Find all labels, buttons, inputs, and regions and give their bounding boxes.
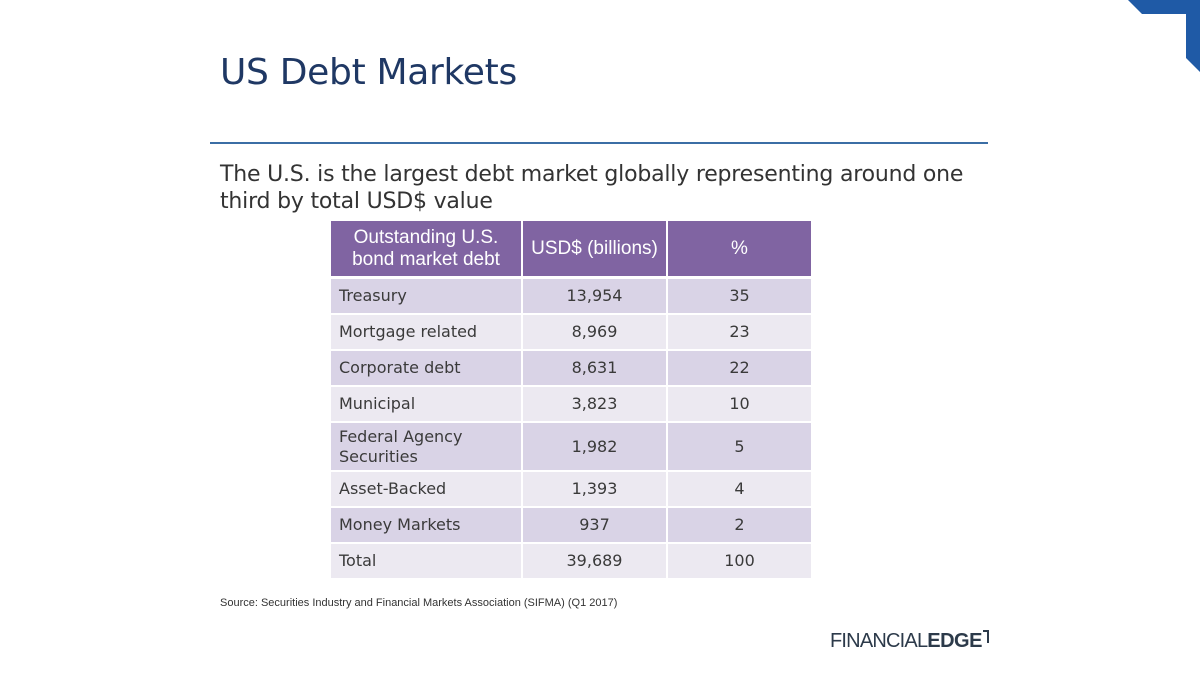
row-usd-value: 8,969: [522, 314, 668, 351]
table-row: Corporate debt 8,631 22: [331, 350, 811, 387]
slide-title: US Debt Markets: [220, 52, 517, 93]
header-percent: %: [667, 221, 811, 279]
logo-mark-icon: [982, 630, 989, 643]
table-row: Municipal 3,823 10: [331, 386, 811, 423]
table-total-row: Total 39,689 100: [331, 543, 811, 580]
table-header-row: Outstanding U.S. bond market debt USD$ (…: [331, 221, 811, 279]
source-note: Source: Securities Industry and Financia…: [220, 597, 618, 609]
table-row: Federal Agency Securities 1,982 5: [331, 422, 811, 472]
row-usd-value: 13,954: [522, 277, 668, 315]
title-divider: [210, 142, 988, 144]
row-usd-value: 937: [522, 507, 668, 544]
row-category: Money Markets: [331, 507, 523, 544]
table-row: Asset-Backed 1,393 4: [331, 471, 811, 508]
logo-text-financial: FINANCIAL: [830, 630, 928, 652]
row-usd-value: 1,982: [522, 422, 668, 472]
total-percent: 100: [667, 543, 811, 580]
row-percent: 23: [667, 314, 811, 351]
row-category: Treasury: [331, 277, 523, 315]
row-percent: 10: [667, 386, 811, 423]
total-usd-value: 39,689: [522, 543, 668, 580]
row-percent: 22: [667, 350, 811, 387]
row-usd-value: 1,393: [522, 471, 668, 508]
row-category: Corporate debt: [331, 350, 523, 387]
row-category: Municipal: [331, 386, 523, 423]
slide-subtitle: The U.S. is the largest debt market glob…: [220, 162, 964, 214]
table-row: Money Markets 937 2: [331, 507, 811, 544]
corner-accent-icon: [1128, 0, 1200, 72]
header-category: Outstanding U.S. bond market debt: [331, 221, 523, 279]
row-usd-value: 8,631: [522, 350, 668, 387]
row-percent: 5: [667, 422, 811, 472]
row-percent: 4: [667, 471, 811, 508]
header-usd: USD$ (billions): [522, 221, 668, 279]
financial-edge-logo: FINANCIALEDGE: [830, 630, 989, 653]
table-row: Mortgage related 8,969 23: [331, 314, 811, 351]
logo-text-edge: EDGE: [927, 630, 982, 652]
debt-market-table: Outstanding U.S. bond market debt USD$ (…: [331, 221, 811, 580]
row-category: Asset-Backed: [331, 471, 523, 508]
row-category: Mortgage related: [331, 314, 523, 351]
row-percent: 2: [667, 507, 811, 544]
table-row: Treasury 13,954 35: [331, 277, 811, 315]
total-label: Total: [331, 543, 523, 580]
row-category: Federal Agency Securities: [331, 422, 523, 472]
row-percent: 35: [667, 277, 811, 315]
row-usd-value: 3,823: [522, 386, 668, 423]
